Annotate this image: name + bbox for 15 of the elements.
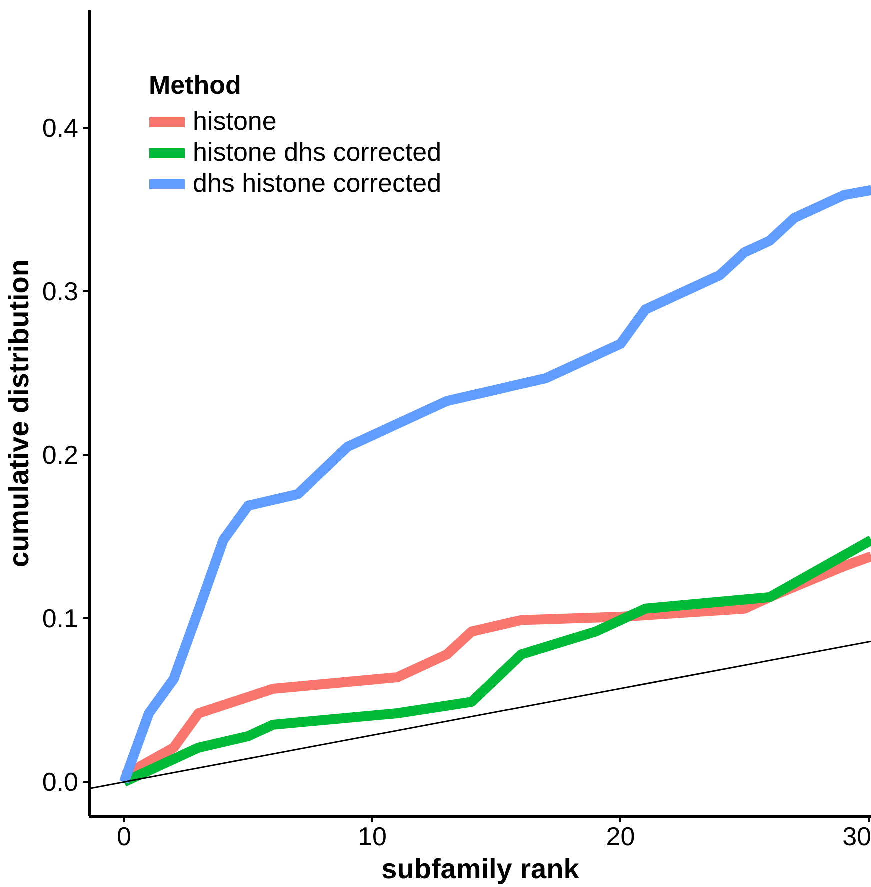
y-tick-label: 0.2 (42, 440, 79, 470)
legend-title: Method (149, 70, 242, 101)
y-tick-label: 0.1 (42, 604, 79, 634)
x-tick-label: 20 (606, 822, 636, 852)
y-tick-label: 0.0 (42, 767, 79, 798)
x-tick-label: 0 (117, 822, 132, 852)
legend-label: dhs histone corrected (193, 168, 442, 199)
y-tick-label: 0.3 (42, 276, 79, 307)
y-axis-title: cumulative distribution (3, 259, 34, 568)
x-tick-label: 10 (358, 822, 387, 852)
legend-label: histone (193, 106, 277, 137)
x-axis-title: subfamily rank (382, 854, 580, 884)
legend-label: histone dhs corrected (193, 137, 442, 168)
y-tick-label: 0.4 (42, 113, 79, 144)
x-tick-label: 30 (842, 822, 871, 852)
